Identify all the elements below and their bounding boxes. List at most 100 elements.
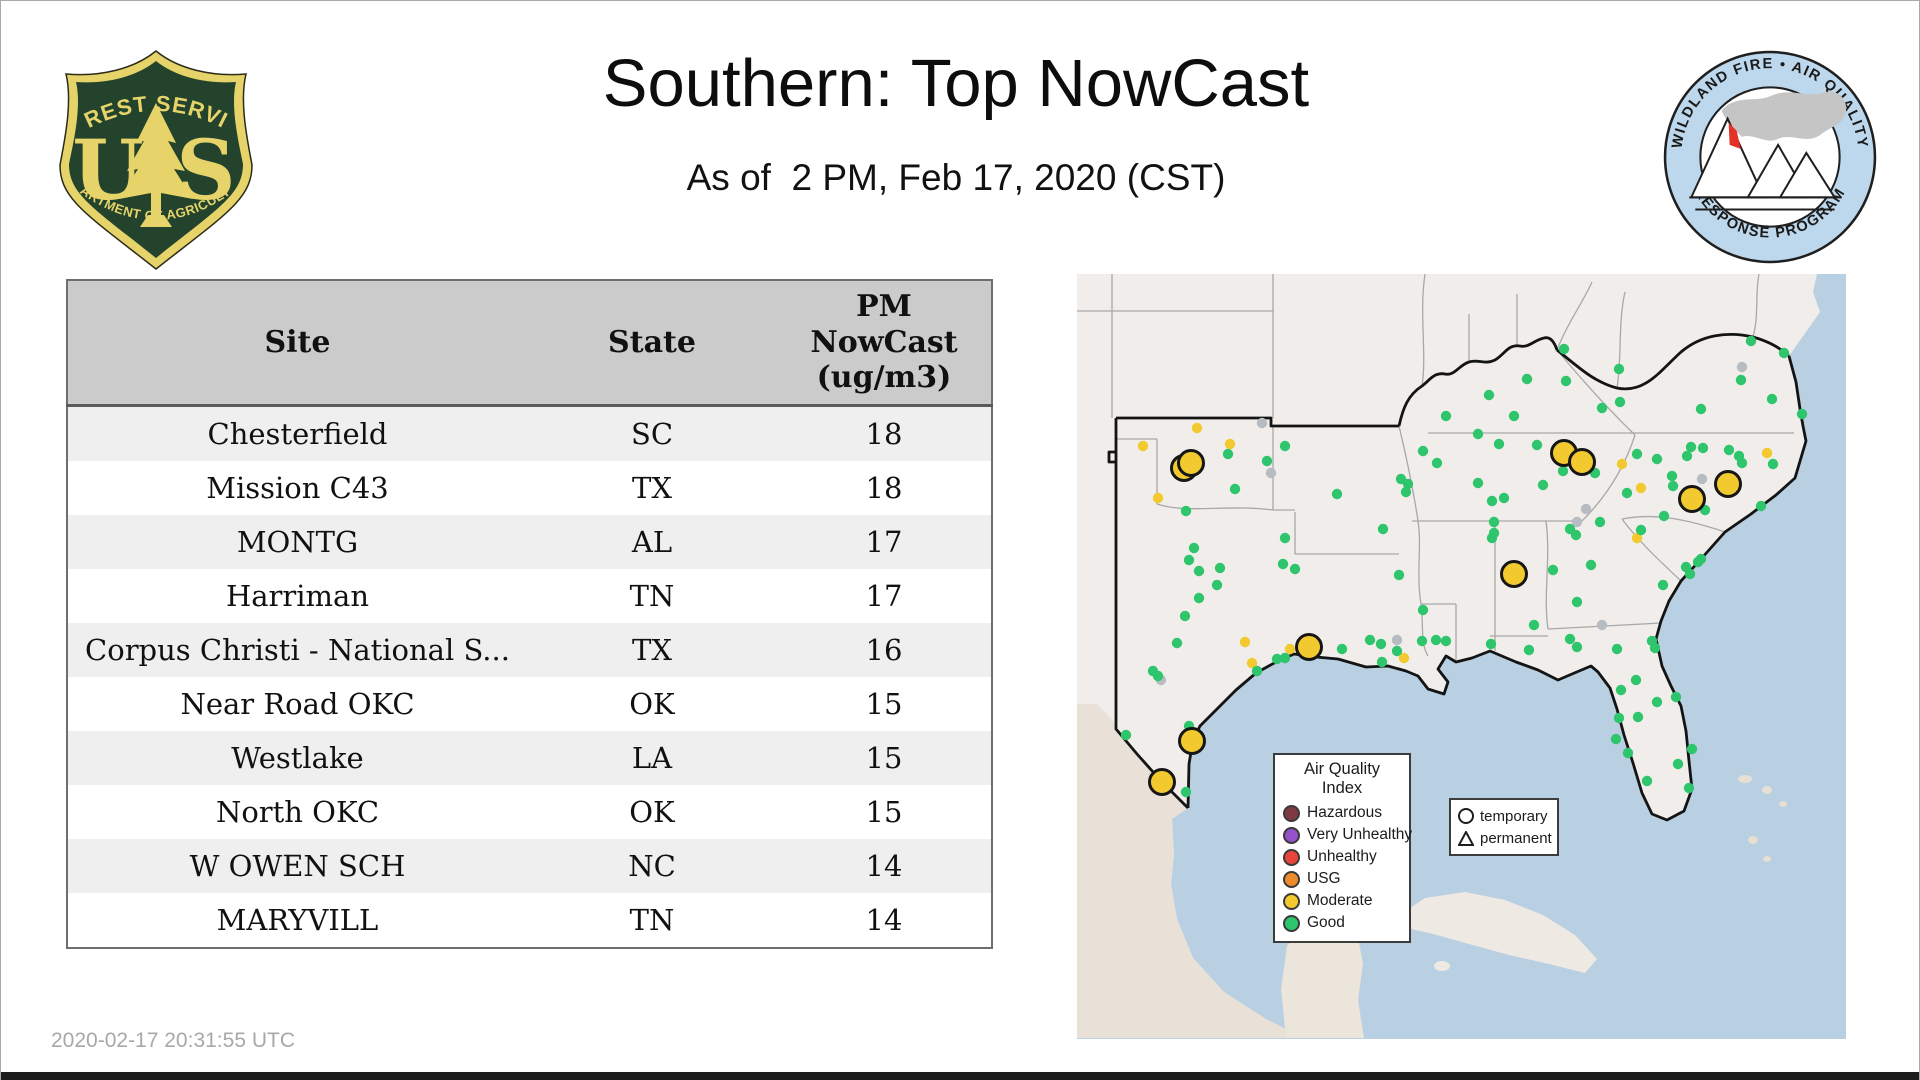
state-cell: TN [629,903,675,937]
aqi-color-dot-icon [1283,804,1300,822]
monitor-dot-good [1685,441,1697,453]
monitor-dot-good [1336,643,1348,655]
aqi-legend-item: Hazardous [1283,802,1401,824]
state-cell: TX [632,471,672,505]
monitor-dot-good [1571,641,1583,653]
monitor-dot-good [1630,674,1642,686]
monitor-dot-good [1681,450,1693,462]
monitor-dot-good [1152,670,1164,682]
monitor-dot-good [1621,487,1633,499]
temporary-monitor-marker [1177,449,1205,477]
usfs-shield-icon: FOREST SERVICE U S DEPARTMENT OF AGRICUL… [47,27,253,270]
monitor-dot-good [1735,374,1747,386]
state-cell: TN [629,579,675,613]
svg-text:U: U [72,123,144,219]
monitor-dot-good [1570,529,1582,541]
temporary-monitor-marker [1678,485,1706,513]
isla-juventud [1434,961,1450,971]
site-cell: Corpus Christi - National S... [85,633,510,667]
value-cell: 15 [865,795,903,829]
monitor-dot-good [1778,347,1790,359]
aqi-color-dot-icon [1283,870,1300,888]
monitor-dot-good [1251,665,1263,677]
monitor-dot-good [1364,634,1376,646]
aqi-legend-title: Air Quality Index [1303,760,1381,797]
monitor-dot-good [1558,343,1570,355]
monitor-dot-good [1631,448,1643,460]
monitor-dot-good [1658,510,1670,522]
monitor-dot-good [1508,410,1520,422]
monitor-dot-good [1523,644,1535,656]
table-row: Chesterfield SC 18 [67,405,992,461]
temporary-monitor-marker [1148,768,1176,796]
monitor-dot-good [1498,492,1510,504]
temporary-monitor-marker [1568,448,1596,476]
aqi-color-dot-icon [1283,914,1300,932]
monitor-dot-good [1596,402,1608,414]
state-cell: TX [632,633,672,667]
usfs-logo: FOREST SERVICE U S DEPARTMENT OF AGRICUL… [47,27,256,275]
aqi-legend-label: Very Unhealthy [1307,826,1413,843]
monitor-dot-good [1686,743,1698,755]
monitor-dot-moderate [1239,636,1251,648]
monitor-dot-good [1585,559,1597,571]
wfaqrp-logo: WILDLAND FIRE • AIR QUALITY RESPONSE PRO… [1661,48,1879,266]
monitor-dot-good [1649,642,1661,654]
monitor-dot-good [1745,335,1757,347]
value-cell: 15 [865,741,903,775]
monitor-dot-good [1271,653,1283,665]
monitor-dot-good [1571,596,1583,608]
circle-marker-icon [1458,808,1474,824]
monitor-dot-good [1377,523,1389,535]
monitor-dot-good [1376,656,1388,668]
aqi-color-dot-icon [1283,892,1300,910]
monitor-dot-good [1531,439,1543,451]
temporary-monitor-marker [1178,727,1206,755]
temporary-markers-layer [1148,439,1742,796]
monitor-dot-good [1614,396,1626,408]
title-block: Southern: Top NowCast As of 2 PM, Feb 17… [256,48,1656,199]
monitor-dot-good [1692,556,1704,568]
aqi-legend-label: Unhealthy [1307,848,1377,865]
monitor-dot-moderate [1152,492,1164,504]
mexico [1077,704,1304,1038]
monitor-dot-good [1211,579,1223,591]
monitor-dot-good [1635,524,1647,536]
column-header-site: Site [67,280,527,407]
svg-text:S: S [176,123,235,219]
monitor-dot-good [1651,696,1663,708]
marker-legend-label: permanent [1480,829,1552,847]
state-cell: SC [630,417,674,451]
aqi-legend: Air Quality Index Hazardous Very Unhealth… [1273,753,1413,943]
monitor-dot-good [1493,438,1505,450]
monitor-dot-good [1537,479,1549,491]
table-row: Westlake LA 15 [67,731,992,785]
temporary-monitor-marker [1500,560,1528,588]
monitor-dot-good [1767,458,1779,470]
aqi-legend-item: USG [1283,868,1401,890]
monitor-dot-good [1331,488,1343,500]
monitor-dot-good [1611,643,1623,655]
monitor-dot-good [1483,389,1495,401]
site-cell: Chesterfield [207,417,388,451]
monitor-dot-moderate [1398,652,1410,664]
site-cell: Harriman [225,579,370,613]
aqi-legend-label: USG [1307,870,1341,887]
temporary-monitor-marker [1714,470,1742,498]
page-subtitle: As of 2 PM, Feb 17, 2020 (CST) [686,157,1226,199]
state-cell: OK [629,795,675,829]
monitor-dot-moderate [1616,458,1628,470]
monitor-dot-good [1261,455,1273,467]
mountains-icon [1689,116,1841,211]
monitor-dot-good [1393,569,1405,581]
monitor-dot-good [1214,562,1226,574]
monitor-dot-good [1521,373,1533,385]
monitor-dot-moderate [1761,447,1773,459]
monitor-dots-layer [1120,335,1808,798]
monitor-dot-unknown [1571,516,1583,528]
monitor-dot-good [1279,440,1291,452]
monitor-dot-good [1615,684,1627,696]
monitor-dot-good [1557,465,1569,477]
monitor-dot-good [1120,729,1132,741]
value-cell: 17 [865,525,903,559]
